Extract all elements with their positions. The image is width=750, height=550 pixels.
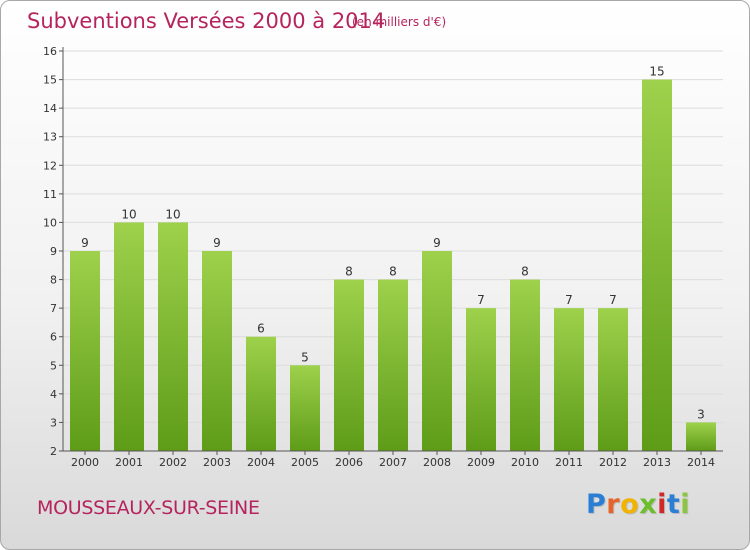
bar <box>290 365 320 451</box>
logo-letter: P <box>586 489 607 520</box>
data-label: 9 <box>213 236 221 250</box>
logo-letter: r <box>606 489 621 520</box>
x-tick-label: 2008 <box>423 456 451 469</box>
logo-letter: o <box>620 489 640 520</box>
bar <box>70 251 100 451</box>
bar <box>510 279 540 451</box>
y-tick-label: 10 <box>43 216 57 229</box>
chart-title: Subventions Versées 2000 à 2014 <box>27 9 386 33</box>
logo-letter: t <box>666 489 681 520</box>
y-tick-label: 2 <box>50 445 57 458</box>
data-label: 7 <box>609 293 617 307</box>
data-label: 8 <box>345 265 353 279</box>
bar <box>202 251 232 451</box>
y-tick-label: 14 <box>43 102 57 115</box>
data-label: 15 <box>649 65 664 79</box>
bar <box>246 336 276 451</box>
y-tick-label: 6 <box>50 331 57 344</box>
bar <box>554 308 584 451</box>
data-label: 3 <box>697 407 705 421</box>
data-label: 5 <box>301 350 309 364</box>
x-tick-label: 2013 <box>643 456 671 469</box>
x-tick-label: 2007 <box>379 456 407 469</box>
data-label: 8 <box>389 265 397 279</box>
data-label: 10 <box>165 207 180 221</box>
y-tick-label: 8 <box>50 274 57 287</box>
bar <box>686 422 716 451</box>
x-tick-label: 2006 <box>335 456 363 469</box>
x-tick-label: 2000 <box>71 456 99 469</box>
data-label: 7 <box>477 293 485 307</box>
y-tick-label: 15 <box>43 74 57 87</box>
x-tick-label: 2004 <box>247 456 275 469</box>
bar <box>334 279 364 451</box>
data-label: 8 <box>521 265 529 279</box>
unit-note: (en milliers d'€) <box>352 15 447 29</box>
data-label: 10 <box>121 207 136 221</box>
bar <box>378 279 408 451</box>
y-tick-label: 16 <box>43 45 57 58</box>
bar <box>598 308 628 451</box>
x-tick-label: 2002 <box>159 456 187 469</box>
x-tick-label: 2001 <box>115 456 143 469</box>
y-tick-label: 7 <box>50 302 57 315</box>
proxiti-logo[interactable]: Proxiti <box>586 489 690 520</box>
x-tick-label: 2014 <box>687 456 715 469</box>
bar <box>158 222 188 451</box>
y-tick-label: 12 <box>43 159 57 172</box>
y-tick-label: 4 <box>50 388 57 401</box>
logo-letter: i <box>680 489 691 520</box>
x-tick-label: 2012 <box>599 456 627 469</box>
y-tick-label: 3 <box>50 416 57 429</box>
x-tick-label: 2009 <box>467 456 495 469</box>
bar <box>422 251 452 451</box>
y-tick-label: 9 <box>50 245 57 258</box>
x-tick-label: 2003 <box>203 456 231 469</box>
commune-name: MOUSSEAUX-SUR-SEINE <box>37 497 260 519</box>
bar <box>114 222 144 451</box>
data-label: 9 <box>81 236 89 250</box>
data-label: 9 <box>433 236 441 250</box>
y-tick-label: 13 <box>43 131 57 144</box>
bars <box>70 79 716 452</box>
x-tick-label: 2011 <box>555 456 583 469</box>
logo-letter: x <box>639 489 658 520</box>
data-label: 6 <box>257 322 265 336</box>
y-tick-label: 5 <box>50 359 57 372</box>
data-label: 7 <box>565 293 573 307</box>
logo-letter: i <box>657 489 667 520</box>
axes <box>59 47 723 455</box>
bar <box>466 308 496 451</box>
labels: 2 3 4 5 6 7 8 9 10 11 12 13 14 15 16 9 2000 10 2001 10 2002 9… <box>43 45 715 469</box>
y-tick-label: 11 <box>43 188 57 201</box>
x-tick-label: 2010 <box>511 456 539 469</box>
bar <box>642 79 672 452</box>
x-tick-label: 2005 <box>291 456 319 469</box>
